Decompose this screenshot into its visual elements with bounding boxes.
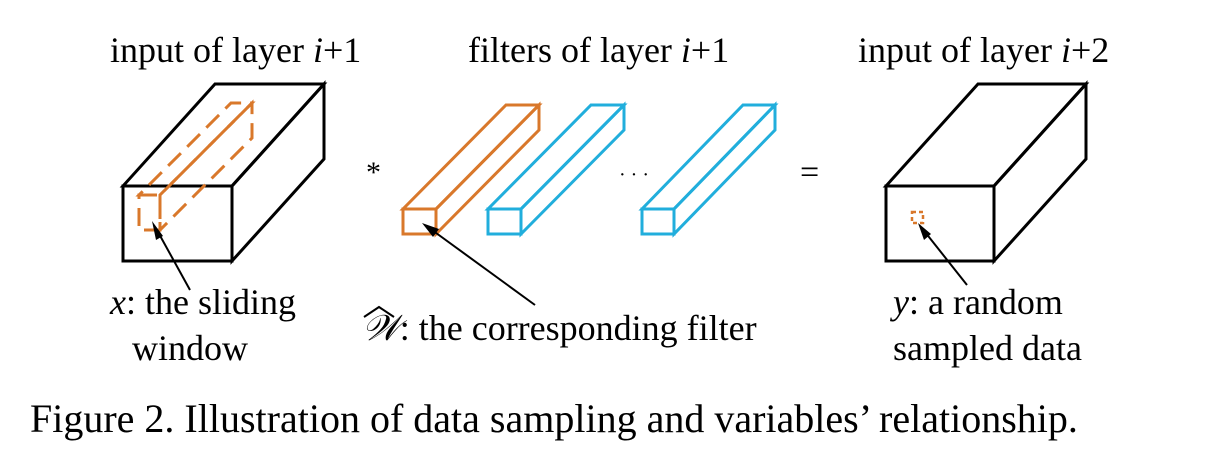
arrow-filter: [422, 223, 536, 306]
ellipsis: · · ·: [619, 164, 649, 186]
convolve-operator: *: [366, 156, 381, 189]
input-cuboid-right: [882, 80, 1090, 265]
annotation-y-line2: sampled data: [893, 328, 1082, 368]
equals-operator: =: [800, 154, 819, 191]
label-input-left: input of layer i+1: [110, 30, 361, 70]
hat-mark: [363, 305, 395, 318]
annotation-w: 𝒲: the corresponding filter: [362, 305, 757, 348]
label-input-right: input of layer i+2: [858, 30, 1109, 70]
annotation-x-line1: x: the sliding: [109, 282, 296, 322]
arrow-sliding-window: [152, 221, 191, 291]
filter-orange: [399, 101, 543, 238]
filter-blue-1: [484, 101, 628, 238]
input-cuboid-left: [119, 80, 328, 265]
label-filters: filters of layer i+1: [468, 30, 729, 70]
annotation-x-line2: window: [132, 328, 248, 368]
sampled-data-point: [910, 210, 925, 225]
annotation-y-line1: y: a random: [890, 282, 1063, 322]
arrow-sampled-data: [918, 223, 968, 286]
sliding-window: [135, 99, 256, 234]
annotation-w-text: 𝒲: the corresponding filter: [362, 308, 757, 348]
figure-caption: Figure 2. Illustration of data sampling …: [30, 396, 1078, 441]
filter-blue-2: [638, 101, 779, 238]
